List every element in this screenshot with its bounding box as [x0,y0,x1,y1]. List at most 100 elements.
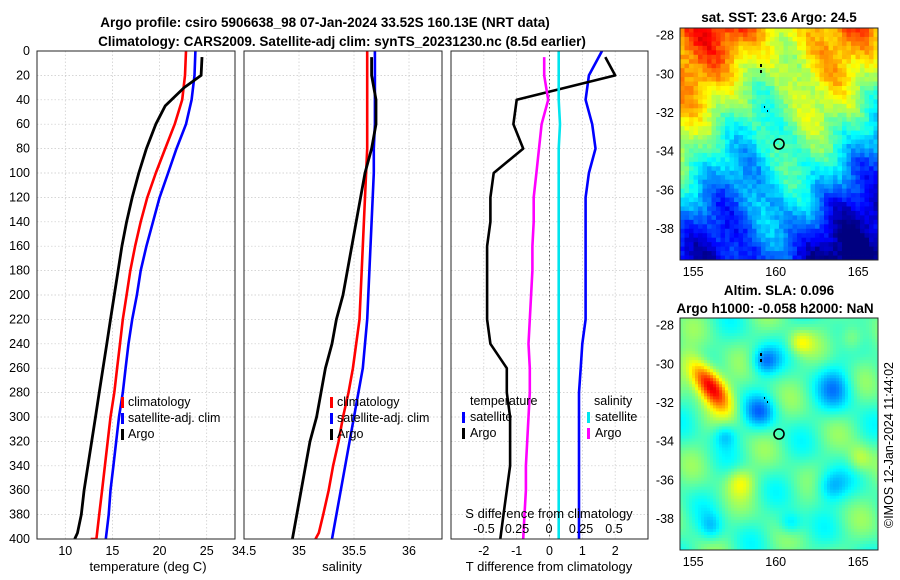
sst-cell [819,54,825,60]
sla-cell [776,354,780,358]
sla-cell [785,357,789,361]
sst-cell [765,144,771,149]
sst-cell [729,63,735,69]
sla-cell [794,336,798,340]
sla-cell [818,345,822,349]
sla-cell [761,411,765,415]
sst-cell [752,135,757,140]
sst-cell [869,179,874,185]
series-t-satellite [577,51,604,539]
sst-cell [837,175,843,181]
sst-cell [869,77,874,82]
sst-cell [698,144,703,149]
sst-cell [851,108,856,114]
sla-cell [764,411,768,415]
sst-cell [752,117,757,123]
sst-cell [770,242,775,248]
sla-cell [758,357,762,361]
sst-cell [842,255,847,260]
sst-cell [815,90,820,96]
sst-cell [738,126,744,132]
sla-cell [839,363,843,367]
sst-cell [770,112,775,118]
sst-cell [851,139,856,145]
sla-cell [809,399,813,403]
sst-cell [788,103,793,109]
sst-cell [819,90,825,96]
sla-cell [857,336,861,340]
sst-cell [702,90,708,96]
sst-cell [828,139,834,145]
sla-cell [755,408,759,412]
sst-cell [693,139,699,145]
sla-cell [773,414,777,418]
sst-cell [783,255,789,260]
sst-cell [743,112,748,118]
sla-cell [734,414,738,418]
sst-cell [846,157,852,163]
sla-cell [761,339,765,343]
sst-cell [761,144,766,149]
sst-cell [788,179,793,185]
sst-cell [855,197,861,203]
sst-cell [774,193,780,198]
sla-cell [857,426,861,430]
sst-cell [873,148,878,154]
sla-cell [710,318,714,322]
sst-cell [734,148,739,154]
sla-cell [857,360,861,364]
sst-cell [779,45,784,51]
sla-cell [758,399,762,403]
sla-cell [731,318,735,322]
sst-cell [788,228,793,234]
sst-cell [864,94,870,100]
sla-cell [740,390,744,394]
sst-cell [851,242,856,248]
sla-cell [839,321,843,325]
sla-cell [833,414,837,418]
sla-cell [746,354,750,358]
sst-cell [693,237,699,243]
sla-cell [722,339,726,343]
sla-cell [785,393,789,397]
sst-cell [693,210,699,216]
sla-cell [728,363,732,367]
sst-cell [774,103,780,109]
sla-cell [797,321,801,325]
sst-cell [846,224,852,230]
sla-cell [716,372,720,376]
sla-cell [794,429,798,433]
sla-cell [755,357,759,361]
sla-cell [785,324,789,328]
sla-cell [857,318,861,322]
sst-cell [716,112,721,118]
sst-cell [851,50,856,56]
sla-cell [713,414,717,418]
sla-cell [866,333,870,337]
sla-cell [725,363,729,367]
sla-cell [707,390,711,394]
sst-cell [680,50,685,56]
sla-cell [848,387,852,391]
sla-cell [824,348,828,352]
sst-cell [860,41,865,47]
sst-cell [729,224,735,230]
sst-cell [738,59,744,65]
sst-cell [765,188,771,194]
sla-cell [779,375,783,379]
sst-cell [828,108,834,114]
sla-cell [797,327,801,331]
sla-cell [689,348,693,352]
sla-cell [713,429,717,433]
sla-cell [743,369,747,373]
sla-cell [824,393,828,397]
title-line-2: Climatology: CARS2009. Satellite-adj cli… [98,34,586,49]
sst-cell [716,81,721,87]
sla-cell [857,366,861,370]
sst-cell [806,228,811,234]
sla-cell [791,351,795,355]
sla-cell [740,408,744,412]
sst-cell [693,81,699,87]
sla-cell [830,408,834,412]
sst-cell [810,157,816,163]
